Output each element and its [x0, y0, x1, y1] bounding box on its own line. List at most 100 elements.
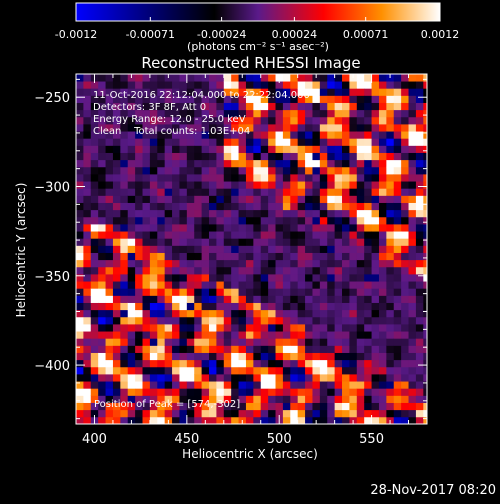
heatmap-pixel: [282, 252, 291, 261]
heatmap-pixel: [194, 188, 203, 196]
heatmap-pixel: [393, 245, 402, 253]
heatmap-pixel: [216, 195, 225, 203]
heatmap-pixel: [245, 309, 254, 318]
heatmap-pixel: [305, 395, 313, 403]
heatmap-pixel: [105, 402, 114, 411]
heatmap-pixel: [83, 188, 92, 196]
heatmap-pixel: [120, 102, 129, 111]
heatmap-pixel: [223, 324, 232, 332]
heatmap-pixel: [135, 259, 143, 268]
heatmap-pixel: [231, 109, 239, 118]
heatmap-pixel: [393, 124, 402, 132]
heatmap-pixel: [386, 295, 395, 303]
heatmap-pixel: [297, 109, 306, 118]
heatmap-pixel: [90, 331, 99, 339]
heatmap-pixel: [105, 409, 114, 418]
heatmap-pixel: [98, 259, 106, 268]
heatmap-pixel: [319, 245, 328, 253]
heatmap-pixel: [423, 188, 427, 196]
heatmap-pixel: [112, 88, 121, 96]
heatmap-pixel: [305, 181, 313, 189]
heatmap-pixel: [282, 188, 291, 196]
heatmap-pixel: [98, 395, 106, 403]
heatmap-pixel: [423, 295, 427, 303]
heatmap-pixel: [98, 131, 106, 139]
heatmap-pixel: [164, 302, 173, 311]
heatmap-pixel: [423, 209, 427, 218]
heatmap-pixel: [364, 331, 372, 339]
heatmap-pixel: [98, 159, 106, 168]
heatmap-pixel: [268, 374, 276, 382]
heatmap-pixel: [149, 338, 158, 346]
heatmap-pixel: [378, 202, 387, 211]
heatmap-pixel: [401, 338, 409, 346]
heatmap-pixel: [334, 245, 343, 253]
heatmap-pixel: [238, 409, 247, 418]
heatmap-pixel: [209, 216, 217, 225]
heatmap-pixel: [371, 238, 380, 246]
heatmap-pixel: [194, 366, 203, 375]
heatmap-pixel: [223, 174, 232, 182]
heatmap-pixel: [378, 266, 387, 275]
heatmap-pixel: [209, 145, 217, 153]
heatmap-pixel: [364, 109, 372, 118]
heatmap-pixel: [149, 131, 158, 139]
heatmap-pixel: [282, 324, 291, 332]
heatmap-pixel: [386, 81, 395, 89]
heatmap-pixel: [408, 231, 417, 239]
heatmap-pixel: [423, 324, 427, 332]
heatmap-pixel: [157, 216, 166, 225]
heatmap-pixel: [334, 259, 343, 268]
heatmap-pixel: [349, 316, 358, 325]
heatmap-pixel: [238, 402, 247, 411]
heatmap-pixel: [319, 174, 328, 182]
heatmap-pixel: [268, 95, 276, 103]
heatmap-pixel: [194, 395, 203, 403]
heatmap-pixel: [327, 145, 336, 153]
heatmap-pixel: [76, 195, 84, 203]
heatmap-pixel: [149, 238, 158, 246]
heatmap-pixel: [290, 316, 299, 325]
heatmap-pixel: [415, 345, 424, 353]
heatmap-pixel: [135, 188, 143, 196]
heatmap-pixel: [142, 359, 151, 368]
heatmap-pixel: [83, 402, 92, 411]
heatmap-pixel: [179, 366, 188, 375]
heatmap-pixel: [120, 281, 129, 289]
heatmap-pixel: [223, 309, 232, 318]
heatmap-pixel: [319, 88, 328, 96]
heatmap-pixel: [275, 274, 284, 282]
heatmap-pixel: [172, 309, 180, 318]
heatmap-pixel: [223, 102, 232, 111]
heatmap-pixel: [223, 181, 232, 189]
heatmap-pixel: [401, 224, 409, 232]
heatmap-pixel: [127, 316, 136, 325]
heatmap-pixel: [312, 95, 321, 103]
heatmap-pixel: [393, 81, 402, 89]
heatmap-pixel: [401, 102, 409, 111]
heatmap-pixel: [260, 374, 269, 382]
heatmap-pixel: [253, 338, 262, 346]
heatmap-pixel: [349, 252, 358, 261]
heatmap-pixel: [371, 74, 380, 82]
heatmap-pixel: [179, 109, 188, 118]
heatmap-pixel: [312, 188, 321, 196]
heatmap-pixel: [76, 124, 84, 132]
heatmap-pixel: [223, 402, 232, 411]
heatmap-pixel: [157, 274, 166, 282]
heatmap-pixel: [260, 324, 269, 332]
heatmap-pixel: [127, 209, 136, 218]
heatmap-pixel: [415, 395, 424, 403]
heatmap-pixel: [305, 224, 313, 232]
heatmap-pixel: [83, 366, 92, 375]
heatmap-pixel: [76, 366, 84, 375]
heatmap-pixel: [423, 181, 427, 189]
heatmap-pixel: [423, 109, 427, 118]
heatmap-pixel: [305, 266, 313, 275]
heatmap-pixel: [386, 152, 395, 161]
heatmap-pixel: [334, 138, 343, 146]
heatmap-pixel: [393, 202, 402, 211]
heatmap-pixel: [415, 202, 424, 211]
heatmap-pixel: [164, 324, 173, 332]
heatmap-pixel: [253, 138, 262, 146]
